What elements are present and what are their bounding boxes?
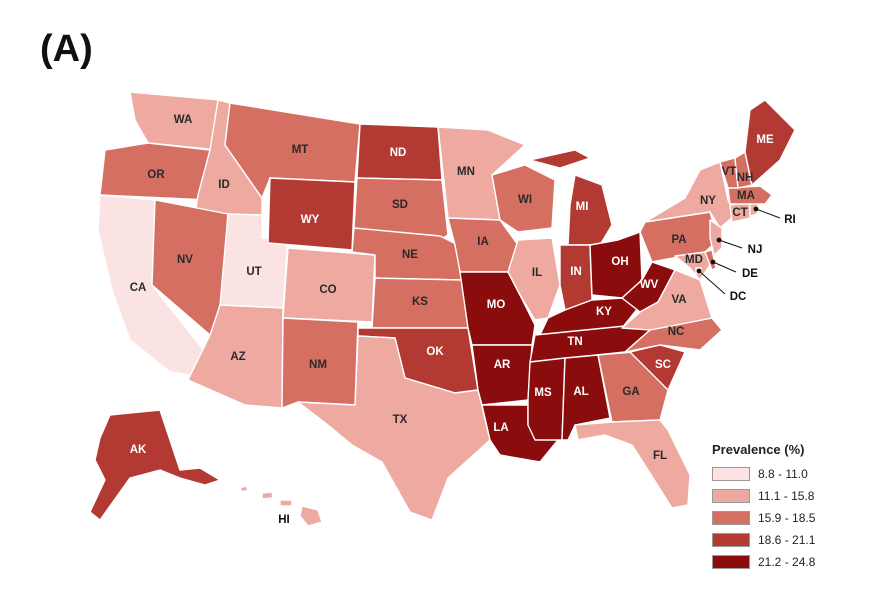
legend-label: 8.8 - 11.0 — [758, 467, 808, 481]
label-WA: WA — [174, 114, 193, 126]
label-UT: UT — [246, 266, 261, 278]
state-ME — [744, 99, 796, 186]
state-VA — [621, 269, 713, 331]
state-GA — [597, 351, 669, 423]
label-SC: SC — [655, 359, 671, 371]
label-IL: IL — [532, 267, 542, 279]
state-AR — [471, 344, 533, 406]
legend-item: 21.2 - 24.8 — [712, 551, 882, 573]
label-MT: MT — [292, 144, 309, 156]
state-FL — [574, 419, 691, 509]
label-KY: KY — [596, 306, 612, 318]
label-VA: VA — [671, 294, 686, 306]
legend-label: 21.2 - 24.8 — [758, 555, 816, 569]
label-HI: HI — [278, 514, 290, 526]
state-AZ — [187, 304, 284, 409]
legend-swatch — [712, 533, 750, 547]
state-NJ — [709, 219, 723, 256]
state-MD — [674, 251, 713, 281]
label-DC: DC — [730, 291, 747, 303]
label-NJ: NJ — [748, 244, 763, 256]
state-MA — [727, 185, 773, 205]
label-DE: DE — [742, 268, 758, 280]
label-RI: RI — [784, 214, 796, 226]
label-TX: TX — [393, 414, 408, 426]
label-OR: OR — [147, 169, 165, 181]
state-IL — [507, 237, 561, 321]
label-NV: NV — [177, 254, 193, 266]
state-TX — [297, 335, 491, 521]
small-state-callouts: RI NJ DE DC — [696, 206, 796, 303]
label-SD: SD — [392, 199, 408, 211]
label-AZ: AZ — [230, 351, 245, 363]
label-IA: IA — [477, 236, 489, 248]
label-CO: CO — [319, 284, 336, 296]
label-NE: NE — [402, 249, 418, 261]
legend-item: 11.1 - 15.8 — [712, 485, 882, 507]
label-MA: MA — [737, 190, 755, 202]
legend-label: 15.9 - 18.5 — [758, 511, 816, 525]
legend-item: 18.6 - 21.1 — [712, 529, 882, 551]
label-CT: CT — [732, 207, 747, 219]
legend-label: 11.1 - 15.8 — [758, 489, 815, 503]
state-WI — [491, 164, 556, 233]
label-MN: MN — [457, 166, 475, 178]
label-KS: KS — [412, 296, 428, 308]
label-ND: ND — [390, 147, 407, 159]
legend-swatch — [712, 489, 750, 503]
label-VT: VT — [722, 166, 737, 178]
label-PA: PA — [671, 234, 686, 246]
label-NY: NY — [700, 195, 716, 207]
label-WY: WY — [301, 214, 320, 226]
label-TN: TN — [567, 336, 582, 348]
legend-swatch — [712, 467, 750, 481]
label-GA: GA — [622, 386, 639, 398]
label-MI: MI — [576, 201, 589, 213]
state-DE — [704, 249, 717, 271]
label-ID: ID — [218, 179, 230, 191]
label-WI: WI — [518, 194, 532, 206]
state-HI — [239, 485, 323, 527]
label-NC: NC — [668, 326, 685, 338]
legend-title: Prevalence (%) — [712, 442, 805, 457]
panel-label: (A) — [40, 28, 93, 70]
label-ME: ME — [756, 134, 774, 146]
label-CA: CA — [130, 282, 147, 294]
state-NY — [644, 161, 736, 229]
label-AL: AL — [573, 386, 588, 398]
label-MS: MS — [534, 387, 552, 399]
label-OK: OK — [426, 346, 444, 358]
legend-swatch — [712, 511, 750, 525]
label-NH: NH — [737, 172, 754, 184]
label-AK: AK — [130, 444, 147, 456]
label-LA: LA — [493, 422, 508, 434]
label-IN: IN — [570, 266, 582, 278]
state-AK — [89, 409, 221, 521]
label-MO: MO — [487, 299, 506, 311]
legend-swatch — [712, 555, 750, 569]
label-MD: MD — [685, 254, 703, 266]
legend-item: 15.9 - 18.5 — [712, 507, 882, 529]
label-NM: NM — [309, 359, 327, 371]
label-WV: WV — [640, 279, 659, 291]
legend-label: 18.6 - 21.1 — [758, 533, 816, 547]
map-legend: Prevalence (%) 8.8 - 11.0 11.1 - 15.8 15.9… — [712, 442, 882, 573]
legend-item: 8.8 - 11.0 — [712, 463, 882, 485]
label-AR: AR — [494, 359, 511, 371]
label-OH: OH — [611, 256, 628, 268]
label-FL: FL — [653, 450, 667, 462]
